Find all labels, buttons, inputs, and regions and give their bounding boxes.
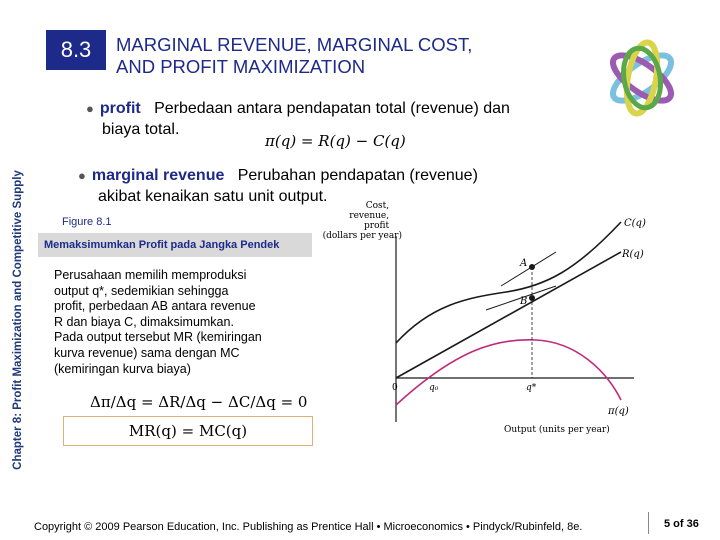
term-profit: profit [99, 100, 141, 117]
bullet-marginal-revenue: ● marginal revenue Perubahan pendapatan (… [78, 165, 558, 207]
section-number: 8.3 [60, 37, 92, 62]
description-line: kurva revenue) sama dengan MC [54, 345, 240, 360]
origin-label: 0 [392, 383, 398, 393]
description-line: (kemiringan kurva biaya) [54, 361, 191, 376]
x-axis-label: Output (units per year) [504, 424, 610, 435]
description-line: profit, perbedaan AB antara revenue [54, 299, 256, 314]
description-line: output q*, sedemikian sehingga [54, 283, 229, 298]
y-axis-label-2: revenue, [349, 211, 389, 221]
profit-curve [395, 339, 622, 406]
term-marginal-revenue: marginal revenue [91, 167, 225, 184]
tangent-at-b [485, 285, 557, 311]
chapter-side-label-text: Chapter 8: Profit Maximization and Compe… [12, 170, 24, 470]
footer-divider [648, 512, 649, 534]
y-axis-label-3: profit [364, 221, 389, 231]
bullet-profit: ● profit Perbedaan antara pendapatan tota… [86, 98, 586, 140]
page-number: 5 of 36 [664, 518, 699, 530]
mr-equals-mc-formula: MR(q) = MC(q) [128, 422, 248, 440]
profit-curve-label: π(q) [607, 406, 629, 417]
figure-label: Figure 8.1 [62, 216, 112, 228]
tangent-at-a [500, 251, 557, 287]
description-line: Perusahaan memilih memproduksi [54, 268, 247, 282]
footer-copyright: Copyright © 2009 Pearson Education, Inc.… [34, 521, 583, 533]
profit-max-chart: Cost, revenue, profit (dollars per year)… [323, 201, 646, 435]
tick-q-star: q* [526, 383, 537, 393]
section-number-box: 8.3 [46, 30, 106, 70]
cost-curve [395, 221, 622, 344]
title-line-2: AND PROFIT MAXIMIZATION [116, 56, 366, 77]
y-axis-label-4: (dollars per year) [323, 230, 402, 241]
profit-definition-line2: biaya total. [102, 121, 180, 138]
bullet-dot-icon: ● [78, 168, 86, 183]
y-axis-label: Cost, revenue, profit (dollars per year) [323, 201, 402, 241]
delta-profit-formula: Δπ/Δq = ΔR/Δq − ΔC/Δq = 0 [90, 393, 308, 411]
cost-curve-label: C(q) [624, 218, 646, 229]
figure-description: Perusahaan memilih memproduksi output q*… [54, 268, 304, 377]
mr-definition-line1: Perubahan pendapatan (revenue) [237, 167, 478, 184]
mr-definition-line2: akibat kenaikan satu unit output. [98, 188, 328, 205]
description-line: Pada output tersebut MR (kemiringan [54, 330, 262, 345]
profit-formula: π(q) = R(q) − C(q) [265, 132, 406, 150]
revenue-line [395, 251, 622, 379]
interlocked-rings-logo [610, 39, 674, 117]
y-axis-label-1: Cost, [366, 201, 389, 211]
figure-title: Memaksimumkan Profit pada Jangka Pendek [38, 233, 312, 257]
revenue-line-label: R(q) [621, 249, 644, 260]
point-a-label: A [519, 258, 527, 269]
description-line: R dan biaya C, dimaksimumkan. [54, 314, 234, 329]
profit-definition-line1: Perbedaan antara pendapatan total (reven… [154, 100, 510, 117]
mr-equals-mc-box: MR(q) = MC(q) [63, 416, 313, 446]
bullet-dot-icon: ● [86, 101, 94, 116]
slide-title: MARGINAL REVENUE, MARGINAL COST, AND PRO… [116, 34, 472, 78]
tick-q0: q₀ [429, 383, 439, 393]
point-b-label: B [519, 296, 527, 307]
title-line-1: MARGINAL REVENUE, MARGINAL COST, [116, 34, 473, 55]
figure-title-text: Memaksimumkan Profit pada Jangka Pendek [44, 239, 280, 251]
chapter-side-label: Chapter 8: Profit Maximization and Compe… [8, 140, 28, 500]
